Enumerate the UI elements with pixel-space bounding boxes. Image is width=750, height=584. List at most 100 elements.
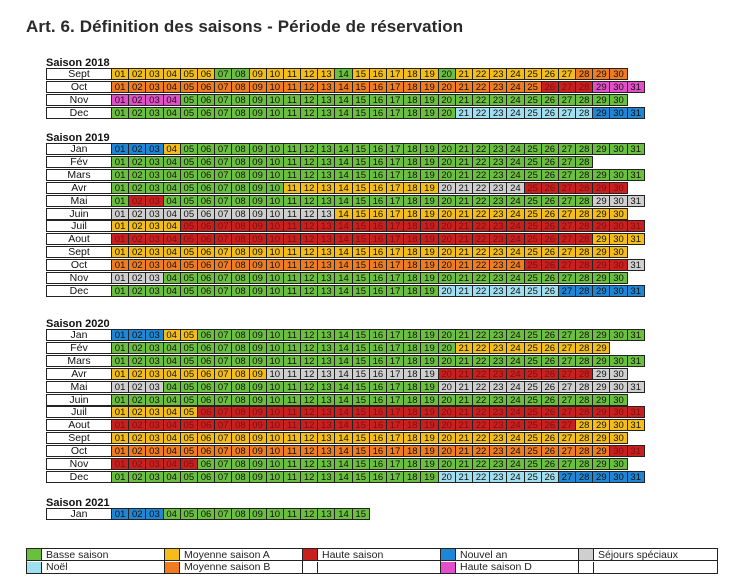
- day-cell: 17: [387, 380, 405, 393]
- day-cell: 24: [507, 207, 525, 220]
- day-cell: 10: [266, 367, 284, 380]
- day-cell: 23: [490, 445, 508, 458]
- day-cell: 18: [404, 380, 422, 393]
- day-cell: 23: [490, 393, 508, 406]
- day-cell: 06: [197, 259, 216, 272]
- day-cell: 10: [266, 194, 284, 207]
- day-cell: 30: [610, 284, 628, 297]
- day-cell: 10: [266, 445, 284, 458]
- month-row: Sept 01 02 03 04 05 06 07 08 09 10 11 12 13 14 15 16 17 18…: [46, 246, 628, 259]
- day-cell: 11: [283, 233, 302, 246]
- day-cell: 11: [283, 354, 302, 367]
- day-cell: 01: [112, 181, 130, 194]
- day-cell: 26: [541, 393, 559, 406]
- day-cell: 14: [335, 284, 353, 297]
- day-cell: 05: [180, 194, 198, 207]
- day-cell: 16: [369, 341, 387, 354]
- day-cell: 05: [180, 259, 198, 272]
- day-cell: 08: [232, 168, 250, 181]
- day-cell: 01: [112, 458, 130, 470]
- day-cell: 10: [266, 155, 284, 168]
- day-cell: 28: [576, 220, 594, 233]
- day-cell: 15: [352, 458, 370, 470]
- day-cell: 28: [576, 432, 594, 445]
- day-cell: 16: [369, 181, 387, 194]
- day-cell: 16: [369, 246, 387, 259]
- day-cell: 29: [593, 168, 611, 181]
- day-cell: 08: [232, 508, 250, 520]
- day-cell: 04: [163, 93, 181, 106]
- day-cell: 04: [163, 445, 181, 458]
- day-cell: 18: [404, 68, 422, 80]
- day-cell: 05: [180, 246, 198, 259]
- day-cell: 15: [352, 220, 370, 233]
- day-cell: 07: [215, 207, 233, 220]
- day-cell: 22: [472, 80, 491, 93]
- day-cell: 13: [318, 508, 336, 520]
- day-cell: 13: [318, 155, 336, 168]
- day-cell: 24: [507, 106, 525, 119]
- day-cell: 07: [215, 93, 233, 106]
- month-label: Juin: [46, 207, 112, 220]
- day-cell: 24: [507, 272, 525, 284]
- day-cell: 26: [541, 106, 559, 119]
- month-row: Fév 01 02 03 04 05 06 07 08 09 10 11 12 13 14 15 16 17 18 1…: [46, 155, 594, 169]
- day-cell: 19: [421, 106, 439, 119]
- day-cell: 13: [318, 233, 336, 246]
- day-cell: 30: [610, 181, 628, 194]
- day-cell: 26: [541, 168, 559, 181]
- day-cell: 09: [249, 354, 267, 367]
- day-cell: 07: [215, 246, 233, 259]
- legend-label: Moyenne saison A: [184, 548, 270, 561]
- day-cell: 03: [146, 207, 164, 220]
- day-cell: 07: [215, 354, 233, 367]
- day-cell: 07: [215, 284, 233, 297]
- day-cell: 24: [507, 341, 525, 354]
- day-cell: 12: [301, 220, 319, 233]
- day-cell: 06: [197, 181, 216, 194]
- day-cell: 07: [215, 143, 233, 155]
- day-cell: 21: [455, 246, 473, 259]
- day-cell: 17: [387, 155, 405, 168]
- day-cell: 04: [163, 419, 181, 432]
- day-cell: 13: [318, 329, 336, 341]
- month-label: Dec: [46, 106, 112, 119]
- day-cell: 07: [215, 458, 233, 470]
- day-cell: 09: [249, 470, 267, 483]
- day-cell: 12: [301, 354, 319, 367]
- day-cell: 06: [197, 246, 216, 259]
- day-cell: 20: [438, 233, 456, 246]
- day-cell: 21: [455, 80, 473, 93]
- day-cell: 30: [610, 406, 628, 419]
- day-cell: 02: [129, 143, 147, 155]
- day-cell: 07: [215, 470, 233, 483]
- day-cell: 29: [593, 470, 611, 483]
- day-cell: 14: [335, 354, 353, 367]
- day-cell: 06: [197, 367, 216, 380]
- day-cell: 16: [369, 380, 387, 393]
- day-cell: 03: [146, 445, 164, 458]
- day-cell: 07: [215, 367, 233, 380]
- day-cell: 15: [352, 367, 370, 380]
- day-cell: 31: [627, 106, 645, 119]
- day-cell: 25: [524, 329, 542, 341]
- day-cell: 16: [369, 445, 387, 458]
- day-cell: 12: [301, 432, 319, 445]
- day-cell: 29: [593, 341, 611, 354]
- month-row: Dec 01 02 03 04 05 06 07 08 09 10 11 12 13 14 15 16 17 18 1…: [46, 106, 645, 120]
- day-cell: 24: [507, 354, 525, 367]
- day-cell: 14: [335, 367, 353, 380]
- day-cell: 13: [318, 220, 336, 233]
- day-cell: 18: [404, 233, 422, 246]
- day-cell: 09: [249, 406, 267, 419]
- day-cell: 26: [541, 155, 559, 168]
- day-cell: 07: [215, 233, 233, 246]
- day-cell: 23: [490, 181, 508, 194]
- day-cell: 19: [421, 432, 439, 445]
- day-cell: 11: [283, 106, 302, 119]
- legend-swatch: [27, 549, 42, 560]
- day-cell: 20: [438, 220, 456, 233]
- day-cell: 15: [352, 194, 370, 207]
- month-label: Juin: [46, 393, 112, 406]
- day-cell: 31: [627, 406, 645, 419]
